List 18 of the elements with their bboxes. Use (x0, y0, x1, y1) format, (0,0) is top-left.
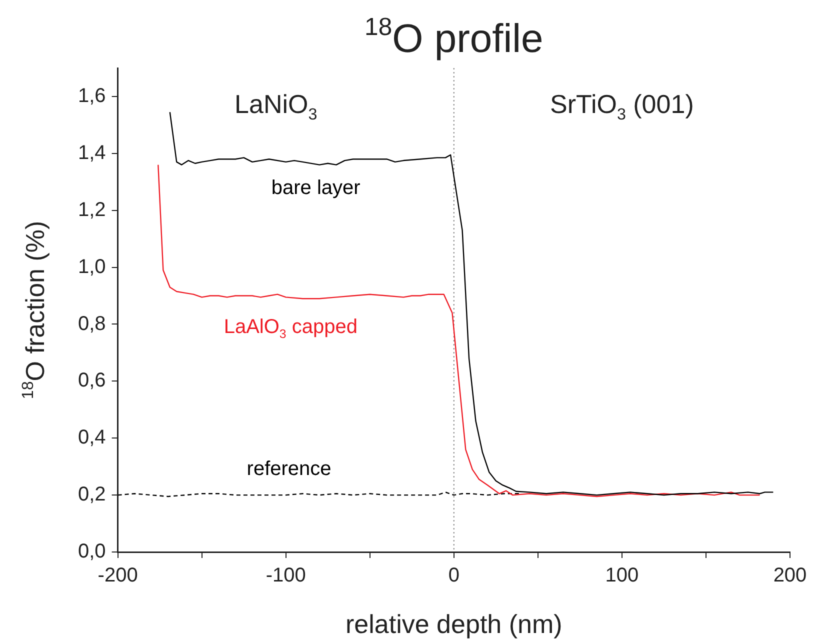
series-label: reference (246, 458, 332, 480)
y-tick-label: 1,6 (78, 84, 106, 107)
series-label: bare layer (271, 176, 361, 199)
y-tick-label: 1,4 (78, 142, 106, 164)
y-tick-label: 1,0 (78, 256, 106, 278)
y-tick-label: 0,0 (78, 540, 106, 563)
x-tick-label: 100 (605, 564, 639, 587)
y-tick-label: 0,4 (78, 426, 106, 449)
x-axis-title: relative depth (nm) (346, 609, 562, 639)
y-tick-label: 0,2 (78, 484, 106, 506)
x-tick-label: -100 (266, 564, 306, 587)
x-tick-label: 200 (773, 564, 807, 587)
y-tick-label: 1,2 (78, 198, 106, 221)
x-tick-label: -200 (98, 564, 138, 587)
y-axis-title: 18O fraction (%) (19, 220, 50, 400)
y-tick-label: 0,6 (78, 370, 106, 392)
x-tick-label: 0 (448, 564, 460, 587)
y-tick-label: 0,8 (78, 312, 106, 335)
